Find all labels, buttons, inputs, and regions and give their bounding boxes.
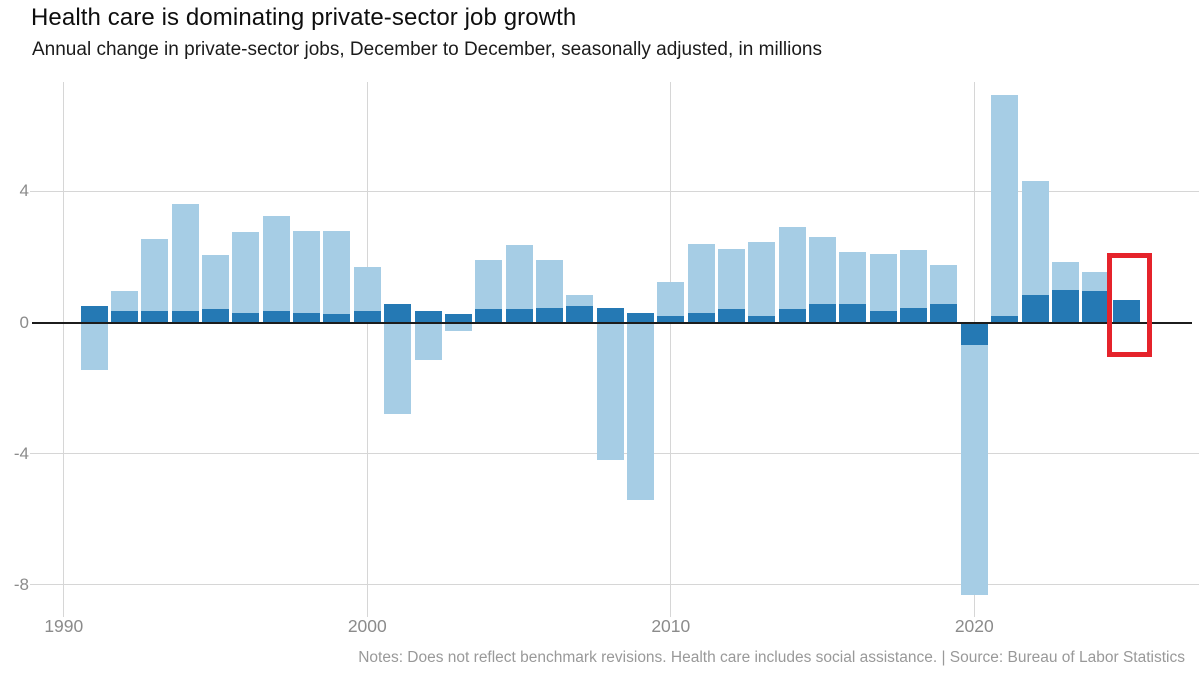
- bar-segment-other: [353, 266, 381, 311]
- bar-segment-other: [748, 242, 776, 316]
- bar-segment-other: [930, 265, 958, 305]
- bar-segment-health-care: [869, 311, 897, 323]
- bar-segment-other: [657, 281, 685, 316]
- bar-segment-other: [535, 260, 563, 308]
- bar-segment-health-care: [748, 315, 776, 323]
- highlight-box: [1106, 252, 1152, 357]
- bar-segment-health-care: [80, 306, 108, 323]
- bar-segment-other: [141, 238, 169, 312]
- bar-segment-health-care: [202, 309, 230, 323]
- bar-segment-health-care: [111, 311, 138, 323]
- bar-segment-health-care: [232, 312, 260, 323]
- x-gridline: [670, 82, 672, 617]
- bar-segment-other: [1021, 181, 1049, 295]
- bar-segment-other: [293, 230, 321, 313]
- chart-subtitle: Annual change in private-sector jobs, De…: [32, 39, 822, 60]
- bar-segment-other: [809, 237, 837, 305]
- bar-segment-health-care: [960, 322, 988, 346]
- bar-segment-health-care: [1112, 299, 1140, 323]
- bar-segment-health-care: [475, 309, 503, 323]
- bar-segment-other: [839, 251, 867, 305]
- bar-segment-other: [505, 245, 533, 310]
- bar-segment-health-care: [323, 314, 351, 323]
- bar-segment-other: [991, 94, 1019, 316]
- bar-segment-other: [1051, 261, 1079, 290]
- bar-segment-health-care: [262, 311, 290, 323]
- bar-segment-health-care: [900, 307, 928, 323]
- bar-segment-health-care: [293, 312, 321, 323]
- bar-segment-other: [869, 253, 897, 311]
- bar-segment-health-care: [141, 311, 169, 323]
- y-gridline: [30, 190, 1199, 192]
- y-tick-label: -8: [13, 574, 29, 594]
- bar-segment-health-care: [353, 311, 381, 323]
- bar-segment-health-care: [384, 304, 412, 323]
- bar-segment-health-care: [535, 307, 563, 323]
- bar-segment-health-care: [1082, 291, 1110, 323]
- x-tick-label: 2000: [347, 616, 387, 636]
- x-tick-label: 1990: [44, 616, 84, 636]
- bar-segment-health-care: [596, 307, 624, 323]
- bar-segment-other: [718, 248, 745, 310]
- bar-segment-other: [111, 291, 138, 311]
- bar-segment-health-care: [687, 312, 715, 323]
- zero-axis-line: [32, 321, 1192, 324]
- y-gridline: [30, 584, 1199, 586]
- bar-segment-health-care: [171, 311, 199, 323]
- y-tick-label: 0: [19, 312, 29, 332]
- chart-title: Health care is dominating private-sector…: [31, 4, 577, 31]
- bar-segment-health-care: [809, 304, 837, 323]
- bar-segment-other: [626, 322, 654, 500]
- bar-segment-health-care: [626, 312, 654, 323]
- bar-segment-other: [1082, 271, 1110, 292]
- bar-segment-health-care: [414, 311, 442, 323]
- bar-segment-other: [778, 227, 806, 310]
- bar-segment-other: [960, 345, 988, 595]
- bar-segment-health-care: [566, 306, 594, 323]
- bar-segment-health-care: [930, 304, 958, 323]
- bar-segment-health-care: [991, 315, 1019, 323]
- bar-segment-health-care: [1021, 294, 1049, 323]
- bar-segment-other: [232, 232, 260, 313]
- bar-segment-other: [566, 294, 594, 307]
- bar-segment-other: [384, 322, 412, 415]
- y-tick-label: -4: [13, 443, 29, 463]
- bar-segment-other: [262, 215, 290, 311]
- bar-segment-health-care: [1051, 289, 1079, 323]
- bar-segment-other: [171, 204, 199, 311]
- y-tick-label: 4: [19, 181, 29, 201]
- x-tick-label: 2010: [651, 616, 691, 636]
- bar-segment-other: [596, 322, 624, 461]
- bar-segment-health-care: [778, 309, 806, 323]
- bar-segment-other: [414, 322, 442, 361]
- x-gridline: [366, 82, 368, 617]
- bar-segment-health-care: [505, 309, 533, 323]
- bar-segment-health-care: [444, 314, 472, 323]
- notes-source: Notes: Does not reflect benchmark revisi…: [358, 649, 1185, 666]
- x-tick-label: 2020: [954, 616, 994, 636]
- bar-segment-other: [687, 243, 715, 313]
- bar-segment-other: [80, 322, 108, 371]
- bar-segment-other: [900, 250, 928, 308]
- bar-segment-other: [444, 322, 472, 331]
- bar-segment-other: [323, 230, 351, 315]
- x-gridline: [63, 82, 65, 617]
- bar-segment-other: [202, 255, 230, 310]
- bar-segment-health-care: [718, 309, 745, 323]
- bar-segment-other: [475, 260, 503, 310]
- bar-segment-health-care: [839, 304, 867, 323]
- bar-segment-health-care: [657, 315, 685, 323]
